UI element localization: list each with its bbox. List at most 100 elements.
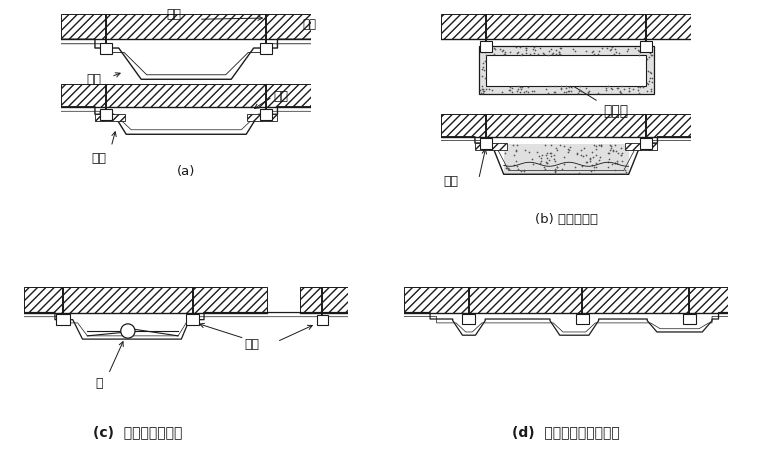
Point xyxy=(528,46,540,54)
Point xyxy=(555,44,567,52)
Point xyxy=(559,88,572,96)
Point xyxy=(592,51,604,58)
Point xyxy=(475,89,487,97)
Point xyxy=(621,48,633,55)
Point xyxy=(632,46,644,53)
Point xyxy=(632,87,644,94)
Point xyxy=(480,46,492,53)
Bar xyxy=(463,314,476,324)
Point xyxy=(563,83,575,91)
Point xyxy=(515,167,527,175)
Point xyxy=(477,86,489,93)
Point xyxy=(477,47,489,54)
Point xyxy=(477,59,489,66)
Point xyxy=(514,44,526,51)
Point xyxy=(573,88,585,95)
Bar xyxy=(260,109,272,120)
Bar xyxy=(479,46,654,94)
Point xyxy=(508,161,521,169)
Point xyxy=(476,65,488,73)
Point xyxy=(574,86,586,94)
Point xyxy=(580,48,592,55)
Point xyxy=(634,48,646,56)
Point xyxy=(514,83,526,91)
Point xyxy=(600,84,612,92)
Point xyxy=(603,155,616,163)
Point xyxy=(524,50,537,58)
Point xyxy=(578,144,590,151)
Point xyxy=(535,157,547,164)
Point xyxy=(602,158,614,166)
Point xyxy=(549,168,561,175)
Point xyxy=(607,148,619,155)
Point xyxy=(562,87,575,94)
Point xyxy=(558,88,570,95)
Point xyxy=(518,167,530,174)
Point xyxy=(483,86,496,93)
Point xyxy=(637,46,649,53)
Point xyxy=(549,157,561,165)
Point xyxy=(619,167,632,174)
Point xyxy=(619,169,632,176)
Point xyxy=(550,144,562,151)
Point xyxy=(575,152,587,159)
Point xyxy=(590,143,602,150)
Bar xyxy=(640,41,652,52)
Point xyxy=(560,82,572,89)
Point xyxy=(497,46,509,54)
Point xyxy=(610,160,622,167)
Point xyxy=(606,85,618,93)
Point xyxy=(556,165,568,172)
Point xyxy=(476,72,488,79)
Point xyxy=(562,149,574,156)
Point xyxy=(644,68,656,75)
Text: (d)  管井列呈面状导水者: (d) 管井列呈面状导水者 xyxy=(512,425,620,439)
Point xyxy=(539,165,551,173)
Point xyxy=(584,168,597,175)
Point xyxy=(558,160,570,167)
Point xyxy=(612,84,624,92)
Point xyxy=(605,142,617,150)
Point xyxy=(546,49,559,56)
Text: 板材: 板材 xyxy=(274,90,289,103)
Point xyxy=(586,148,598,156)
Point xyxy=(580,158,592,166)
Point xyxy=(521,84,534,91)
Point xyxy=(613,149,625,156)
Point xyxy=(615,151,627,159)
Point xyxy=(534,159,546,166)
Point xyxy=(609,159,621,167)
Point xyxy=(632,51,644,58)
Point xyxy=(587,153,599,161)
Point xyxy=(596,44,608,52)
Point xyxy=(558,142,570,150)
Point xyxy=(594,153,606,160)
Point xyxy=(559,84,572,92)
Point xyxy=(590,160,602,167)
Point xyxy=(646,75,658,82)
Point xyxy=(504,84,516,91)
Point xyxy=(549,82,562,89)
Point xyxy=(581,158,594,166)
Point xyxy=(644,54,656,61)
Point xyxy=(489,45,502,53)
Point xyxy=(510,44,522,51)
Point xyxy=(545,141,557,148)
Point xyxy=(528,44,540,51)
Point xyxy=(477,88,489,95)
Point xyxy=(520,44,532,52)
Point xyxy=(603,149,616,156)
Point xyxy=(523,148,535,156)
Point xyxy=(525,88,537,95)
Point xyxy=(582,87,594,94)
Point xyxy=(588,141,600,148)
Point xyxy=(593,47,605,55)
Point xyxy=(563,146,575,154)
Bar xyxy=(62,84,311,107)
Point xyxy=(521,46,533,53)
Point xyxy=(544,46,556,53)
Bar xyxy=(248,114,277,121)
Point xyxy=(548,156,560,163)
Point xyxy=(543,48,555,55)
Point xyxy=(518,167,530,175)
